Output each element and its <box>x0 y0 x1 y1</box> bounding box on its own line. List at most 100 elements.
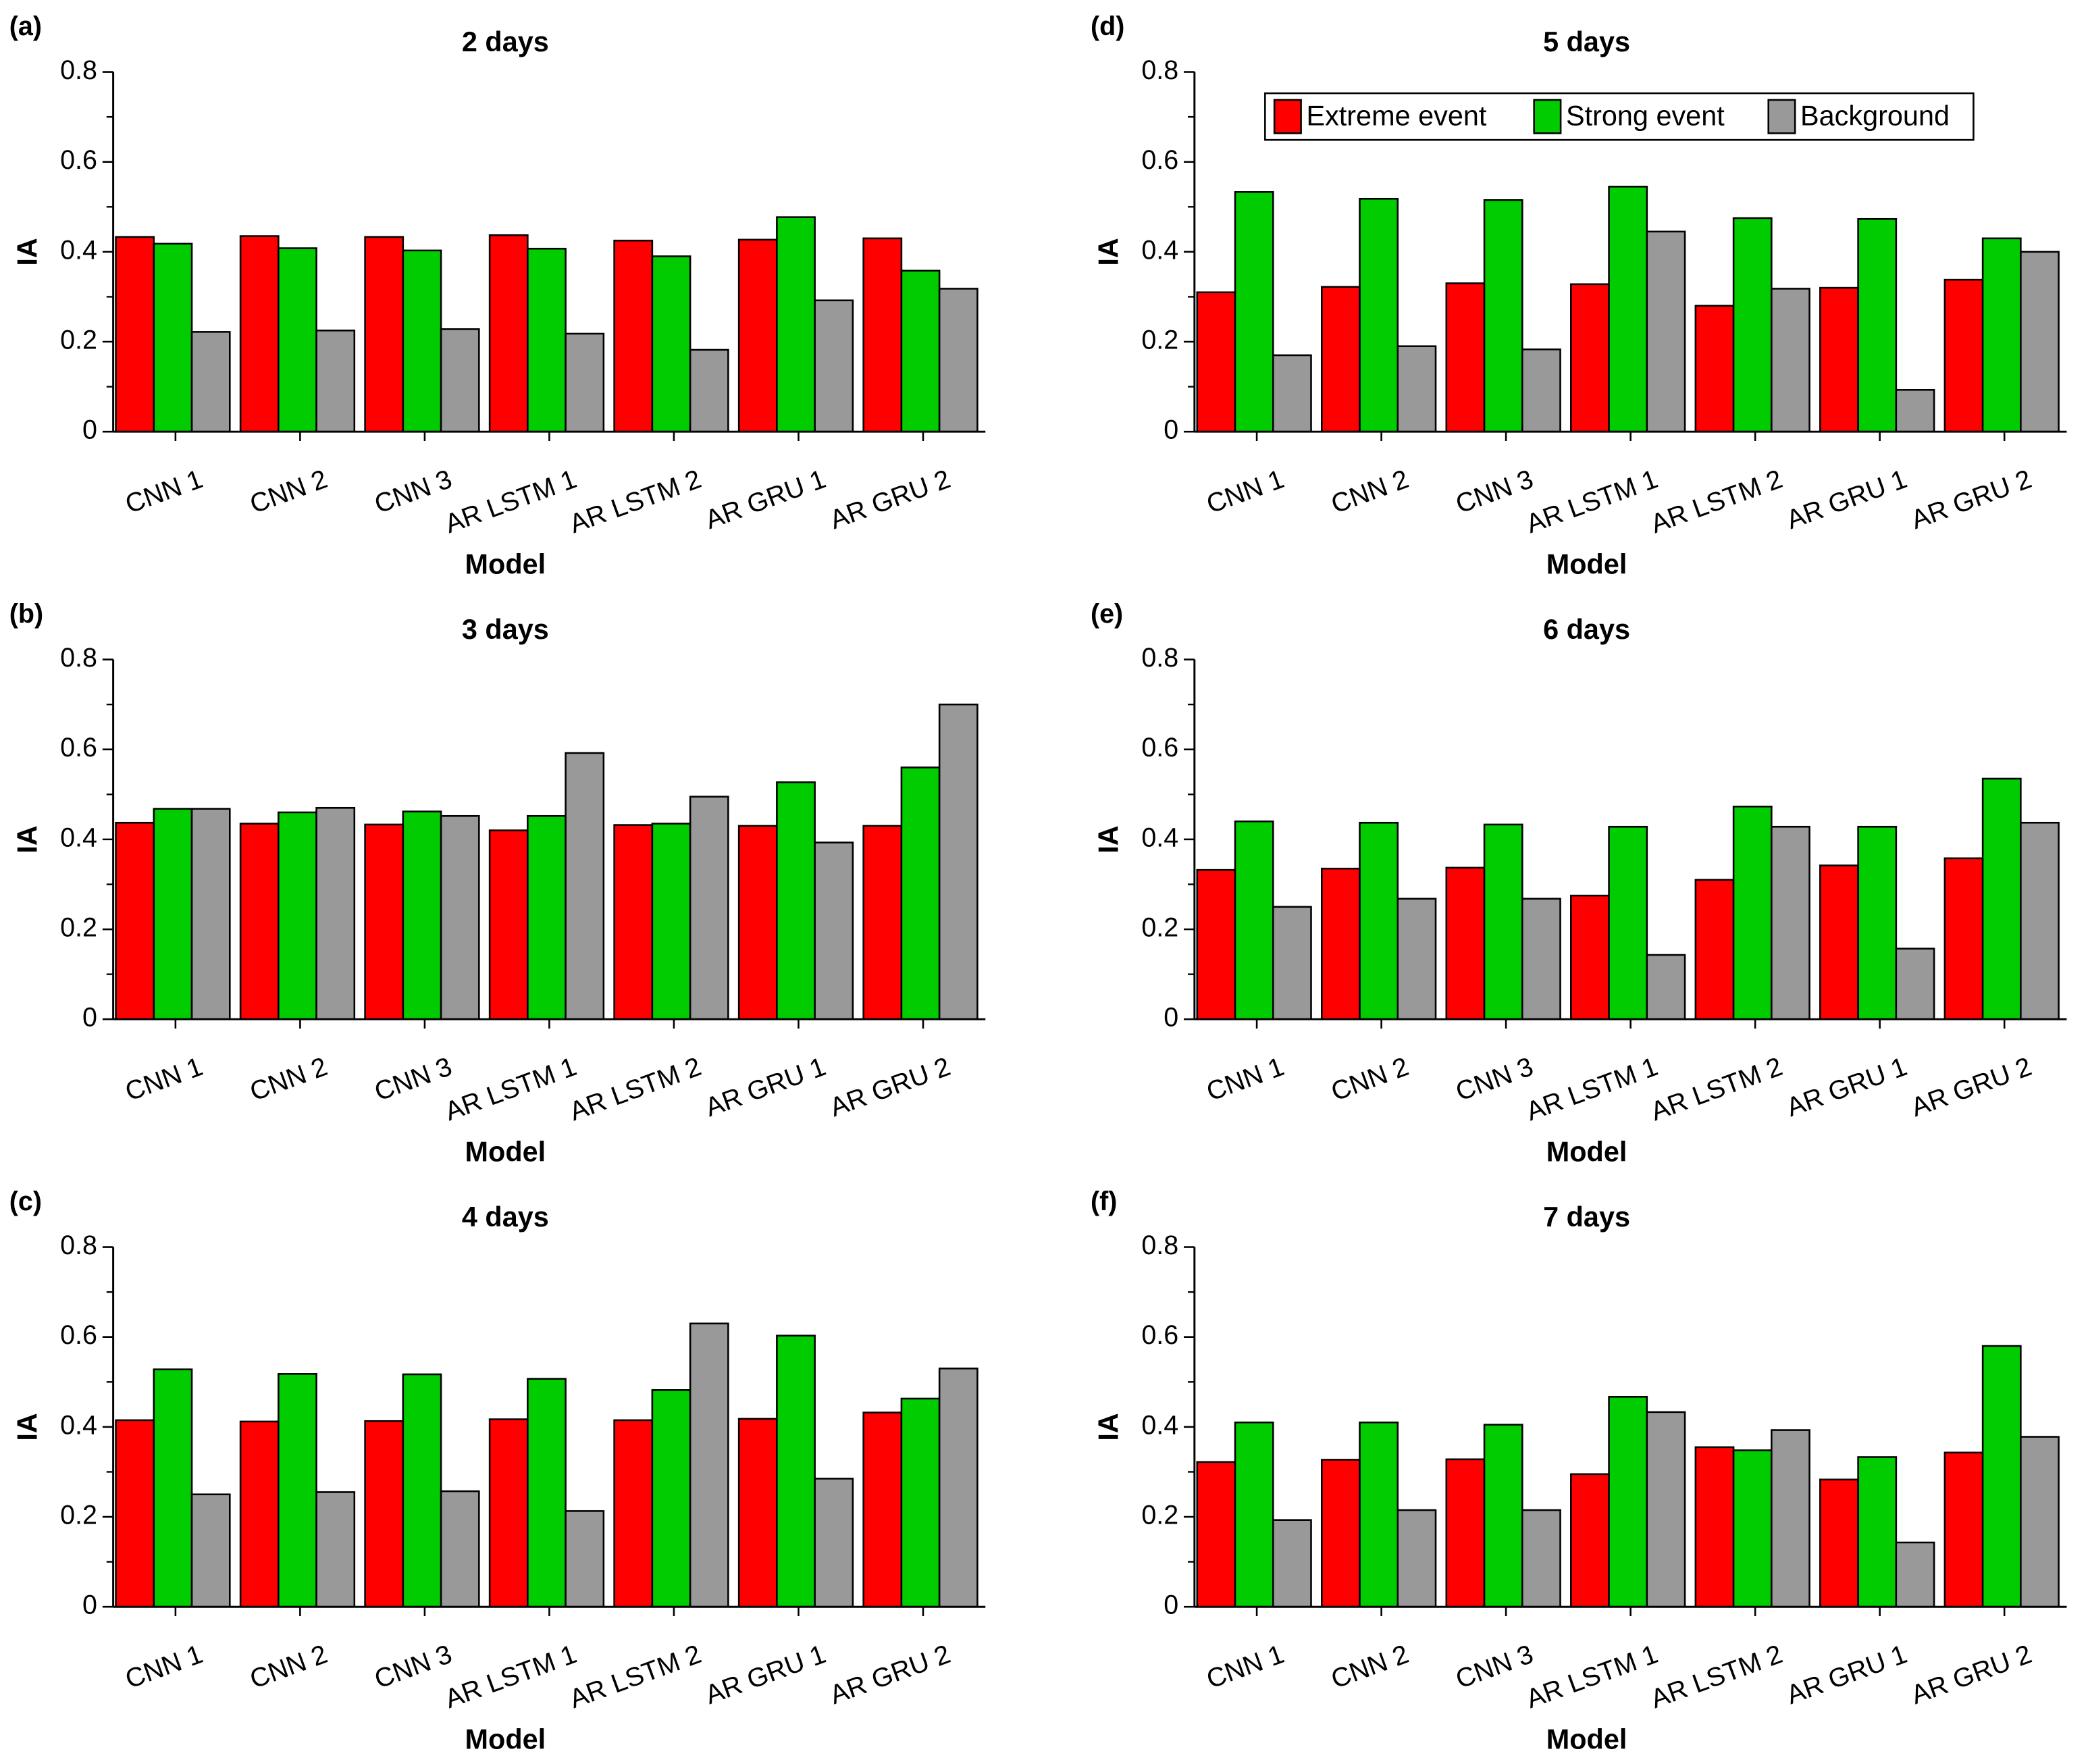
bar <box>862 237 903 433</box>
y-tick-label: 0.4 <box>60 823 97 852</box>
bar <box>1234 191 1274 433</box>
bar <box>1608 1395 1648 1608</box>
bar <box>1981 1345 2022 1608</box>
bar <box>1771 1429 1810 1608</box>
x-tick-label: CNN 2 <box>1327 1639 1412 1694</box>
x-tick-label: AR LSTM 2 <box>1647 1052 1787 1126</box>
x-tick-label: CNN 2 <box>1327 1052 1412 1107</box>
y-tick-label: 0.8 <box>1141 1230 1178 1260</box>
x-axis-label: Model <box>465 1723 546 1755</box>
bar <box>488 234 529 433</box>
bar <box>900 767 941 1020</box>
y-tick-label: 0.2 <box>60 325 97 355</box>
bar <box>814 1478 854 1608</box>
panel-label: (e) <box>1091 599 1123 629</box>
bar <box>278 247 317 433</box>
panel-label: (b) <box>9 599 43 629</box>
y-tick-label: 0.4 <box>60 1410 97 1440</box>
bar <box>1943 278 1984 433</box>
chart-title: 3 days <box>462 614 549 645</box>
y-tick-label: 0.6 <box>60 145 97 175</box>
bar <box>613 1419 654 1608</box>
bar <box>1196 868 1236 1020</box>
bar <box>239 1420 280 1608</box>
chart-title: 4 days <box>462 1201 549 1233</box>
bar <box>1234 820 1274 1020</box>
bar <box>1570 1473 1610 1608</box>
x-tick-label: AR GRU 1 <box>1783 464 1911 535</box>
bar <box>239 823 280 1020</box>
y-tick-label: 0.8 <box>60 643 97 673</box>
chart-title: 7 days <box>1543 1201 1630 1233</box>
bar <box>1646 954 1686 1020</box>
bar <box>814 841 854 1020</box>
chart-title: 6 days <box>1543 614 1630 645</box>
x-tick-label: AR GRU 1 <box>701 464 829 535</box>
bar <box>1771 825 1810 1020</box>
legend-label: Background <box>1800 101 1950 132</box>
bar <box>1646 1411 1686 1608</box>
bar <box>776 216 816 433</box>
bar <box>1272 906 1312 1020</box>
x-tick-label: AR GRU 2 <box>1907 1639 2035 1710</box>
bar <box>1321 867 1361 1020</box>
x-tick-label: CNN 1 <box>1203 1639 1288 1694</box>
bar <box>1857 217 1898 433</box>
bar <box>938 1368 978 1608</box>
x-tick-label: AR LSTM 1 <box>441 1052 581 1126</box>
bar <box>1694 1446 1735 1608</box>
x-tick-label: AR LSTM 1 <box>441 1639 581 1714</box>
x-tick-label: AR LSTM 2 <box>565 1639 705 1714</box>
y-tick-label: 0.6 <box>60 733 97 762</box>
bar <box>315 330 356 433</box>
bar <box>737 238 778 433</box>
bar <box>488 1418 529 1608</box>
y-tick-label: 0.2 <box>60 912 97 942</box>
bar <box>527 1378 567 1608</box>
bar <box>1732 805 1773 1020</box>
bar <box>364 1420 404 1608</box>
bar <box>1981 237 2022 433</box>
bar <box>776 1334 816 1608</box>
bar <box>1857 825 1898 1020</box>
legend-box <box>1264 92 1975 141</box>
panel-label: (f) <box>1091 1187 1117 1216</box>
y-tick-label: 0.6 <box>1141 1320 1178 1350</box>
bar <box>115 821 155 1020</box>
bar <box>190 1493 231 1608</box>
bar <box>565 752 605 1020</box>
bar <box>115 1419 155 1608</box>
bar <box>190 808 231 1020</box>
bar <box>1445 282 1486 433</box>
y-axis-label: IA <box>1093 238 1124 265</box>
bar <box>1359 821 1399 1020</box>
bar <box>364 236 404 433</box>
bar <box>938 288 978 433</box>
bar <box>2020 821 2060 1020</box>
panel-label: (a) <box>9 11 42 41</box>
bar <box>565 1510 605 1608</box>
x-tick-label: AR LSTM 2 <box>1647 1639 1787 1714</box>
bar <box>2020 1436 2060 1608</box>
bar <box>402 249 442 433</box>
y-axis-label: IA <box>11 825 43 853</box>
bar <box>1771 288 1810 433</box>
bar <box>1272 1519 1312 1608</box>
y-tick-label: 0.6 <box>1141 733 1178 762</box>
y-tick-label: 0.2 <box>1141 325 1178 355</box>
x-axis-label: Model <box>1546 1136 1627 1167</box>
y-tick-label: 0 <box>82 1590 97 1620</box>
bar <box>689 1322 729 1608</box>
bar <box>651 823 691 1020</box>
y-axis-label: IA <box>11 1413 43 1441</box>
y-tick-label: 0.8 <box>1141 55 1178 85</box>
x-tick-label: AR LSTM 1 <box>1522 1639 1662 1714</box>
bar <box>1196 1461 1236 1608</box>
x-tick-label: CNN 1 <box>122 1052 207 1107</box>
bar <box>1397 898 1437 1020</box>
x-tick-label: AR GRU 1 <box>701 1052 829 1122</box>
bar <box>862 825 903 1020</box>
bar <box>776 781 816 1020</box>
